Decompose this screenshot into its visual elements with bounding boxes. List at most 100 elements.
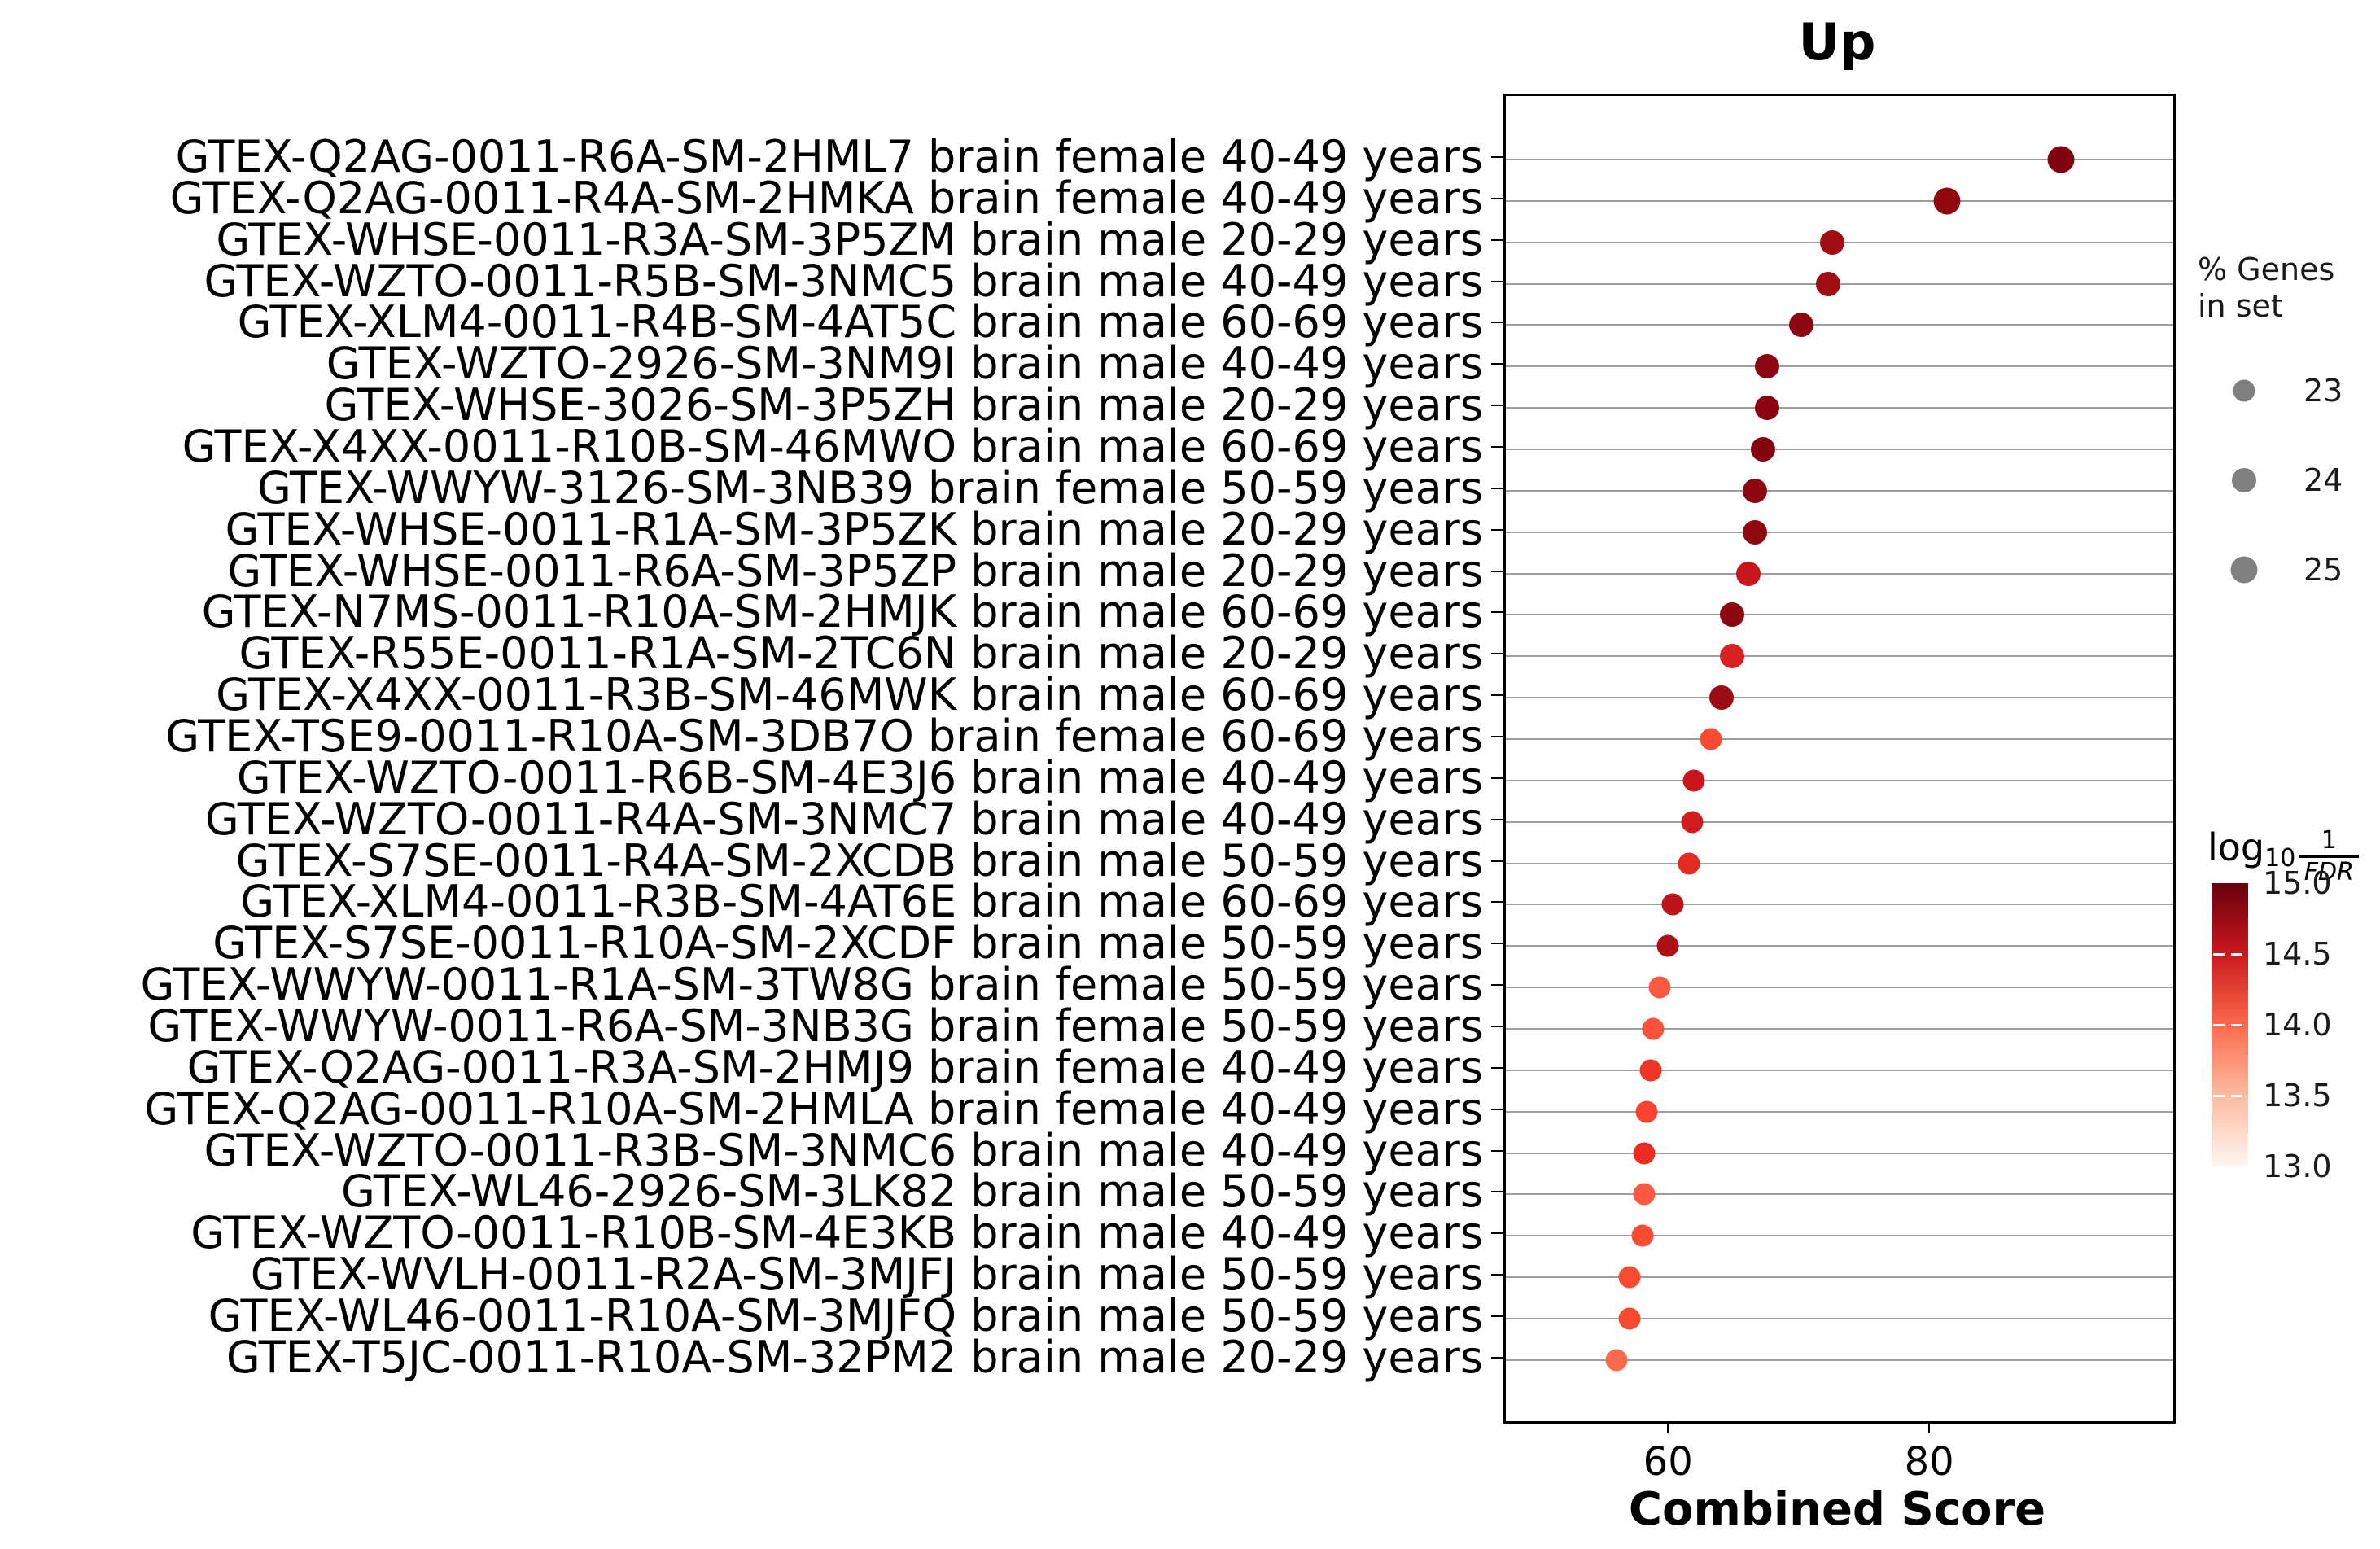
gridline xyxy=(1506,862,2173,864)
y-axis-label: GTEX-WHSE-0011-R1A-SM-3P5ZK brain male 2… xyxy=(225,503,1483,555)
x-tick-mark xyxy=(1928,1421,1931,1433)
data-point xyxy=(1618,1307,1641,1330)
data-point xyxy=(1656,934,1679,957)
data-point xyxy=(1618,1266,1641,1289)
data-point xyxy=(1605,1349,1628,1372)
gridline xyxy=(1506,1193,2173,1196)
y-axis-label: GTEX-XLM4-0011-R4B-SM-4AT5C brain male 6… xyxy=(237,296,1483,348)
y-tick-mark xyxy=(1491,777,1503,779)
gridline xyxy=(1506,1317,2173,1319)
y-tick-mark xyxy=(1491,238,1503,241)
y-axis-label: GTEX-N7MS-0011-R10A-SM-2HMJK brain male … xyxy=(201,586,1483,638)
plot-area xyxy=(1503,94,2176,1424)
y-tick-mark xyxy=(1491,570,1503,572)
data-point xyxy=(1754,396,1779,421)
data-point xyxy=(1719,602,1744,628)
colorbar-label: log 10 1 FDR xyxy=(2207,825,2360,886)
data-point xyxy=(2047,146,2075,173)
colorbar-tick-dash xyxy=(2213,953,2225,956)
colorbar-tick-label: 14.5 xyxy=(2263,936,2332,972)
gridline xyxy=(1506,159,2173,160)
colorbar-fraction-numerator: 1 xyxy=(2321,826,2337,855)
size-legend-title-line2: in set xyxy=(2198,288,2283,324)
colorbar-fraction-denominator: FDR xyxy=(2303,858,2354,886)
y-tick-mark xyxy=(1491,1356,1503,1359)
gridline xyxy=(1506,199,2173,202)
data-point xyxy=(1678,852,1700,875)
data-point xyxy=(1661,893,1684,916)
y-tick-mark xyxy=(1491,1315,1503,1317)
gridline xyxy=(1506,655,2173,658)
colorbar-tick-dash xyxy=(2213,1024,2225,1026)
data-point xyxy=(1736,561,1761,586)
gridline xyxy=(1506,531,2173,533)
gridline xyxy=(1506,572,2173,575)
y-axis-label: GTEX-WZTO-0011-R3B-SM-3NMC6 brain male 4… xyxy=(203,1124,1483,1176)
y-axis-label: GTEX-WVLH-0011-R2A-SM-3MJFJ brain male 5… xyxy=(250,1249,1483,1301)
y-tick-mark xyxy=(1491,984,1503,987)
size-legend-value: 23 xyxy=(2303,373,2343,409)
fraction-bar xyxy=(2299,855,2360,858)
gridline xyxy=(1506,365,2173,368)
y-tick-mark xyxy=(1491,1066,1503,1069)
gridline xyxy=(1506,1276,2173,1279)
y-axis-label: GTEX-WZTO-0011-R6B-SM-4E3J6 brain male 4… xyxy=(236,751,1483,803)
y-axis-label: GTEX-Q2AG-0011-R6A-SM-2HML7 brain female… xyxy=(175,131,1483,182)
size-legend-title-line1: % Genes xyxy=(2198,252,2335,287)
y-tick-mark xyxy=(1491,1274,1503,1276)
x-axis-title: Combined Score xyxy=(1628,1483,2046,1536)
gridline xyxy=(1506,1069,2173,1071)
data-point xyxy=(1816,271,1841,296)
data-point xyxy=(1648,976,1671,999)
y-axis-label: GTEX-X4XX-0011-R3B-SM-46MWK brain male 6… xyxy=(216,669,1483,721)
y-tick-mark xyxy=(1491,528,1503,531)
colorbar-tick-label: 13.5 xyxy=(2263,1078,2332,1114)
data-point xyxy=(1642,1017,1665,1040)
gridline xyxy=(1506,945,2173,947)
gridline xyxy=(1506,987,2173,989)
y-tick-mark xyxy=(1491,694,1503,697)
data-point xyxy=(1754,354,1779,379)
gridline xyxy=(1506,614,2173,616)
y-axis-label: GTEX-WL46-0011-R10A-SM-3MJFQ brain male … xyxy=(208,1289,1483,1341)
y-axis-label: GTEX-TSE9-0011-R10A-SM-3DB7O brain femal… xyxy=(165,710,1483,762)
gridline xyxy=(1506,1152,2173,1154)
y-axis-label: GTEX-WZTO-0011-R5B-SM-3NMC5 brain male 4… xyxy=(203,255,1483,307)
gridline xyxy=(1506,489,2173,492)
colorbar-label-log: log xyxy=(2207,825,2265,869)
data-point xyxy=(1751,436,1776,462)
y-tick-mark xyxy=(1491,1025,1503,1027)
data-point xyxy=(1639,1059,1662,1082)
data-point xyxy=(1788,313,1813,338)
colorbar-label-base: 10 xyxy=(2264,844,2296,873)
gridline xyxy=(1506,448,2173,450)
data-point xyxy=(1635,1100,1658,1123)
y-tick-mark xyxy=(1491,363,1503,365)
data-point xyxy=(1719,644,1744,669)
size-legend-dot xyxy=(2233,379,2255,402)
x-tick-label: 60 xyxy=(1643,1439,1693,1485)
size-legend-dot xyxy=(2232,468,2256,492)
data-point xyxy=(1633,1183,1656,1206)
size-legend-dot xyxy=(2230,556,2258,584)
y-axis-label: GTEX-R55E-0011-R1A-SM-2TC6N brain male 2… xyxy=(238,628,1483,680)
data-point xyxy=(1708,685,1734,711)
y-axis-label: GTEX-WWYW-0011-R6A-SM-3NB3G brain female… xyxy=(147,1000,1483,1052)
data-point xyxy=(1682,769,1705,792)
y-tick-mark xyxy=(1491,405,1503,407)
gridline xyxy=(1506,407,2173,409)
colorbar-tick-label: 15.0 xyxy=(2263,865,2332,901)
data-point xyxy=(1633,1142,1656,1165)
y-axis-label: GTEX-WWYW-0011-R1A-SM-3TW8G brain female… xyxy=(140,959,1483,1011)
gridline xyxy=(1506,697,2173,699)
gridline xyxy=(1506,1235,2173,1237)
y-axis-label: GTEX-S7SE-0011-R10A-SM-2XCDF brain male … xyxy=(212,917,1483,969)
y-axis-label: GTEX-WZTO-0011-R4A-SM-3NMC7 brain male 4… xyxy=(204,793,1483,845)
y-axis-label: GTEX-WHSE-3026-SM-3P5ZH brain male 20-29… xyxy=(324,379,1483,431)
data-point xyxy=(1681,811,1704,834)
data-point xyxy=(1743,478,1768,503)
y-tick-mark xyxy=(1491,322,1503,324)
colorbar-tick-label: 13.0 xyxy=(2263,1149,2332,1184)
x-tick-mark xyxy=(1667,1421,1669,1433)
